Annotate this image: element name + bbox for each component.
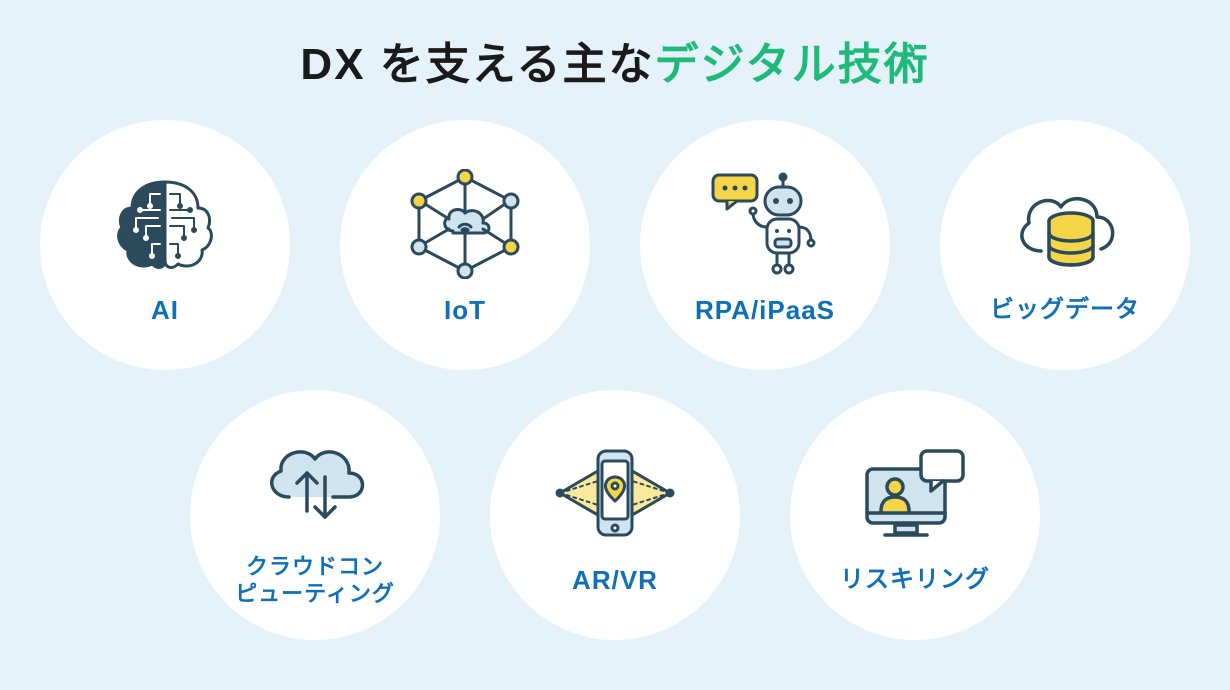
cloud-sync-icon bbox=[250, 423, 380, 543]
card-bigdata-label: ビッグデータ bbox=[990, 295, 1140, 325]
card-rpa-label: RPA/iPaaS bbox=[695, 294, 835, 327]
card-ai: AI bbox=[40, 120, 290, 370]
card-bigdata: ビッグデータ bbox=[940, 120, 1190, 370]
cards-container: AI bbox=[0, 120, 1230, 640]
card-cloud: クラウドコンピューティング bbox=[190, 390, 440, 640]
card-rpa: RPA/iPaaS bbox=[640, 120, 890, 370]
card-reskill: リスキリング bbox=[790, 390, 1040, 640]
card-iot: IoT bbox=[340, 120, 590, 370]
card-arvr: AR/VR bbox=[490, 390, 740, 640]
arvr-icon bbox=[550, 434, 680, 554]
title-part1: DX を支える主な bbox=[300, 40, 654, 89]
card-iot-label: IoT bbox=[444, 294, 486, 327]
card-ai-label: AI bbox=[151, 294, 179, 327]
brain-icon bbox=[100, 164, 230, 284]
card-reskill-label: リスキリング bbox=[840, 565, 990, 595]
iot-network-icon bbox=[400, 164, 530, 284]
page-title: DX を支える主なデジタル技術 bbox=[0, 0, 1230, 92]
row-2: クラウドコンピューティング bbox=[190, 390, 1040, 640]
card-arvr-label: AR/VR bbox=[572, 564, 658, 597]
cloud-db-icon bbox=[1000, 165, 1130, 285]
robot-icon bbox=[700, 164, 830, 284]
reskilling-icon bbox=[850, 435, 980, 555]
title-part2: デジタル技術 bbox=[654, 40, 929, 89]
card-cloud-label: クラウドコンピューティング bbox=[235, 553, 395, 608]
row-1: AI bbox=[40, 120, 1190, 370]
